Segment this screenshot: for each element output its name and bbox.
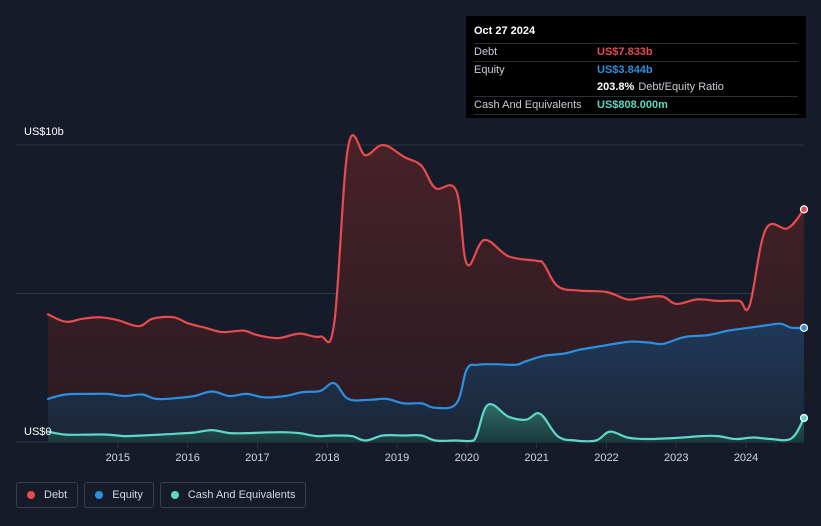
x-tick-label-6: 2021	[524, 452, 548, 464]
tooltip-equity-label: Equity	[474, 64, 505, 76]
tooltip-panel: Oct 27 2024 Debt US$7.833b Equity US$3.8…	[466, 16, 806, 118]
y-tick-label-1: US$0	[24, 426, 52, 438]
cash-end-marker	[799, 413, 809, 423]
legend-item-cash[interactable]: Cash And Equivalents	[159, 482, 307, 508]
tick-layer: US$10b US$0 2015 2016 2017 2018 2019 2020 2021 20…	[24, 126, 758, 464]
tooltip-cash-label: Cash And Equivalents	[474, 99, 582, 111]
debt-end-marker	[799, 205, 809, 214]
x-tick-label-9: 2024	[734, 452, 758, 464]
debt-line	[46, 134, 806, 344]
tooltip-row-cash: Cash And Equivalents US$808.000m	[474, 96, 798, 115]
tooltip-debt-value: US$7.833b	[597, 46, 653, 58]
x-tick-label-8: 2023	[664, 452, 688, 464]
legend-equity-label: Equity	[112, 489, 143, 501]
x-tick-label-7: 2022	[594, 452, 618, 464]
x-tick-label-5: 2020	[455, 452, 479, 464]
equity-area	[48, 323, 804, 442]
cash-line	[46, 402, 806, 443]
tooltip-equity-value: US$3.844b	[597, 64, 653, 76]
y-tick-label-0: US$10b	[24, 126, 64, 138]
tooltip-debt-label: Debt	[474, 46, 498, 58]
legend-cash-label: Cash And Equivalents	[187, 489, 296, 501]
equity-dot-icon	[95, 491, 104, 499]
equity-line	[46, 322, 806, 410]
x-tick-label-3: 2018	[315, 452, 339, 464]
tooltip-cash-value: US$808.000m	[597, 99, 668, 111]
legend-item-debt[interactable]: Debt	[16, 482, 79, 508]
marker-layer	[799, 205, 809, 423]
tooltip-ratio-value: 203.8%	[597, 81, 635, 93]
line-layer	[46, 134, 806, 443]
tooltip-row-equity: Equity US$3.844b	[474, 61, 798, 79]
x-tick-label-0: 2015	[106, 452, 130, 464]
legend-item-equity[interactable]: Equity	[84, 482, 154, 508]
x-tick-label-1: 2016	[175, 452, 199, 464]
tooltip-date: Oct 27 2024	[474, 25, 536, 37]
x-tick-label-2: 2017	[245, 452, 269, 464]
equity-end-marker	[799, 323, 809, 332]
chart-legend: Debt Equity Cash And Equivalents	[16, 482, 307, 508]
x-tick-label-4: 2019	[385, 452, 409, 464]
cash-dot-icon	[170, 491, 179, 499]
legend-debt-label: Debt	[44, 489, 68, 501]
tooltip-ratio-label: Debt/Equity Ratio	[638, 81, 724, 93]
tooltip-row-ratio: 203.8% Debt/Equity Ratio	[474, 79, 798, 96]
area-layer	[48, 135, 804, 442]
debt-dot-icon	[27, 491, 35, 499]
tooltip-row-debt: Debt US$7.833b	[474, 43, 798, 61]
